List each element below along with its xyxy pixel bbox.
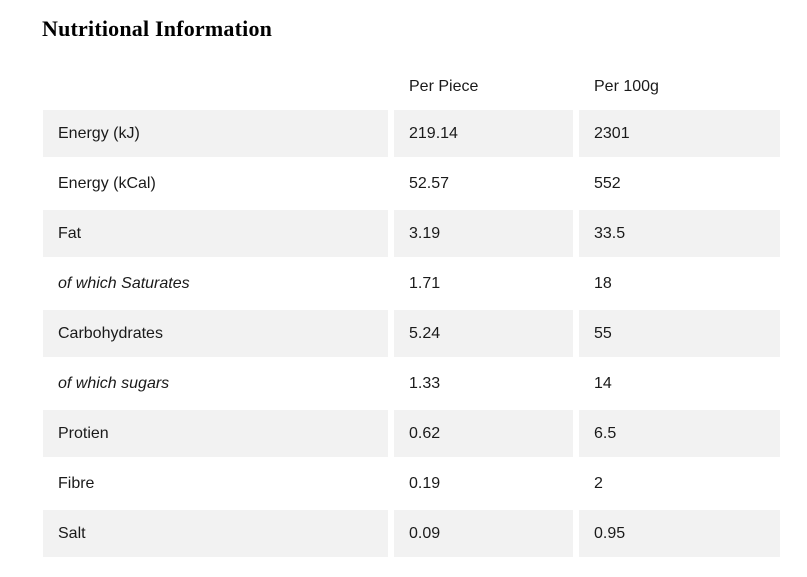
table-row: Fibre 0.19 2 [43, 460, 780, 510]
value-per-piece: 5.24 [394, 310, 579, 360]
value-per-100g: 33.5 [579, 210, 780, 260]
row-label: Energy (kJ) [43, 110, 394, 160]
table-header-row: Per Piece Per 100g [43, 64, 780, 110]
table-row: Protien 0.62 6.5 [43, 410, 780, 460]
value-per-100g: 552 [579, 160, 780, 210]
value-per-100g: 14 [579, 360, 780, 410]
row-label: Carbohydrates [43, 310, 394, 360]
row-label: Protien [43, 410, 394, 460]
row-label: Fat [43, 210, 394, 260]
value-per-100g: 18 [579, 260, 780, 310]
value-per-100g: 2301 [579, 110, 780, 160]
column-header-blank [43, 64, 394, 110]
column-header-per-piece: Per Piece [394, 64, 579, 110]
value-per-piece: 52.57 [394, 160, 579, 210]
table-row: of which Saturates 1.71 18 [43, 260, 780, 310]
value-per-100g: 2 [579, 460, 780, 510]
value-per-100g: 0.95 [579, 510, 780, 560]
value-per-piece: 0.19 [394, 460, 579, 510]
table-row: Energy (kCal) 52.57 552 [43, 160, 780, 210]
column-header-per-100g: Per 100g [579, 64, 780, 110]
table-row: Energy (kJ) 219.14 2301 [43, 110, 780, 160]
value-per-piece: 3.19 [394, 210, 579, 260]
value-per-piece: 0.62 [394, 410, 579, 460]
table-row: Salt 0.09 0.95 [43, 510, 780, 560]
row-label: Fibre [43, 460, 394, 510]
row-label: of which Saturates [43, 260, 394, 310]
value-per-piece: 1.33 [394, 360, 579, 410]
value-per-100g: 6.5 [579, 410, 780, 460]
value-per-piece: 0.09 [394, 510, 579, 560]
row-label: of which sugars [43, 360, 394, 410]
table-row: of which sugars 1.33 14 [43, 360, 780, 410]
row-label: Energy (kCal) [43, 160, 394, 210]
table-row: Carbohydrates 5.24 55 [43, 310, 780, 360]
value-per-piece: 1.71 [394, 260, 579, 310]
page-title: Nutritional Information [42, 16, 273, 41]
nutrition-table: Per Piece Per 100g Energy (kJ) 219.14 23… [43, 64, 780, 560]
row-label: Salt [43, 510, 394, 560]
table-row: Fat 3.19 33.5 [43, 210, 780, 260]
value-per-100g: 55 [579, 310, 780, 360]
value-per-piece: 219.14 [394, 110, 579, 160]
